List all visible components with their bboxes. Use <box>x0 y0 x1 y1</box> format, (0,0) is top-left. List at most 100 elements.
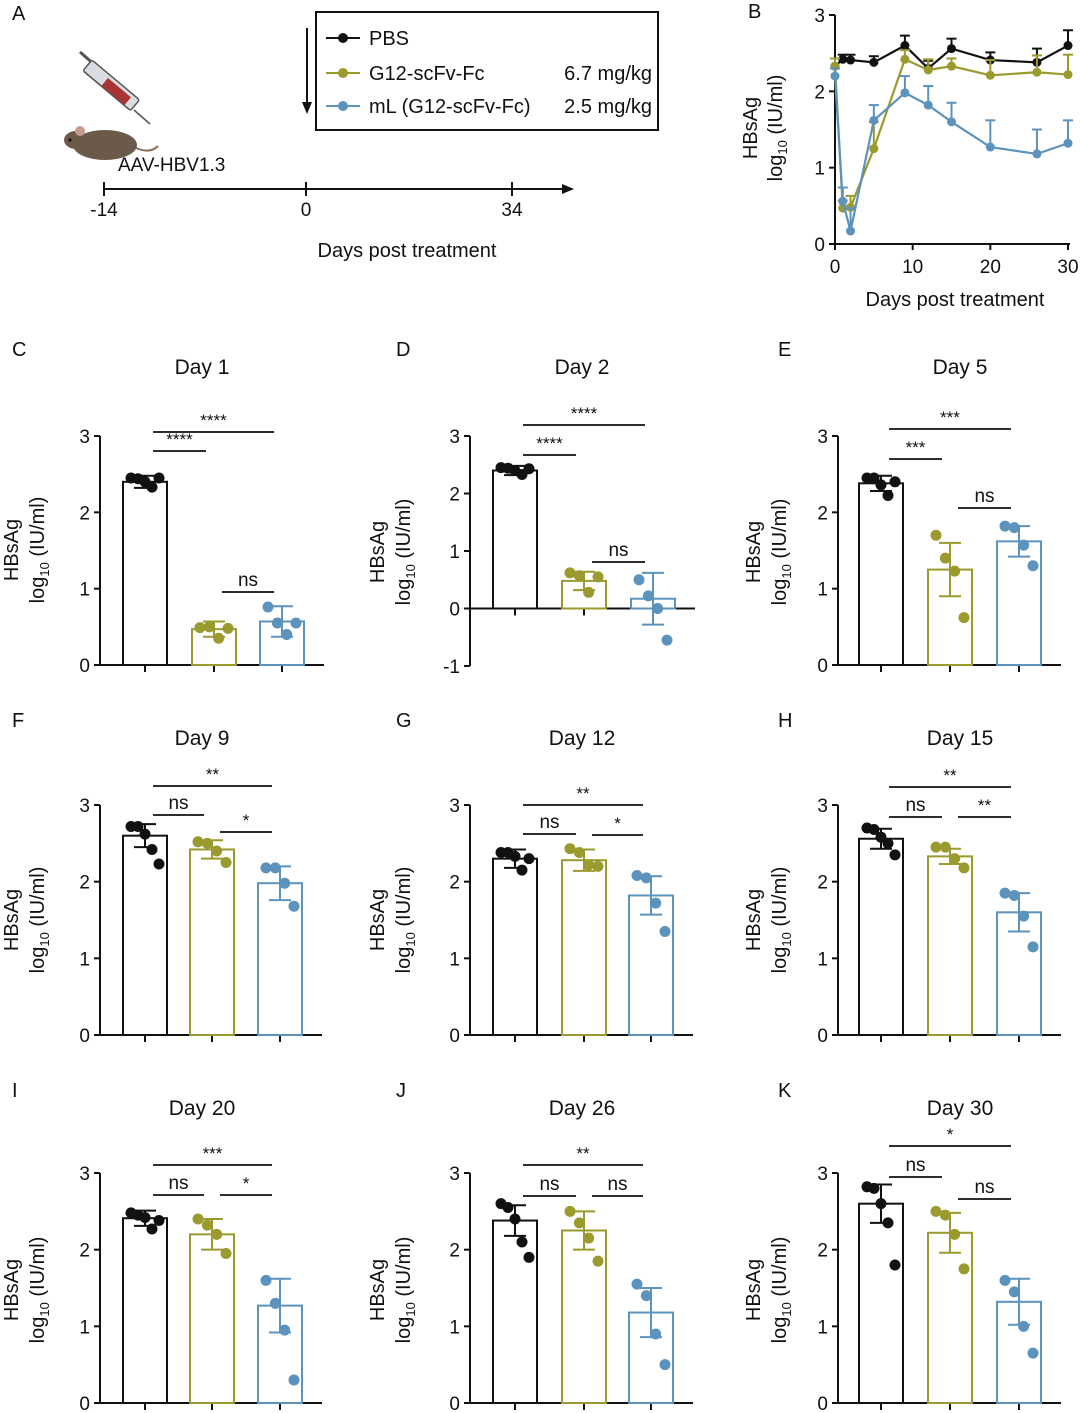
data-point <box>875 479 887 491</box>
data-point <box>1032 67 1042 77</box>
timeline-tick-label: 0 <box>301 200 312 221</box>
significance-label: ns <box>168 1173 188 1194</box>
data-point <box>640 872 652 884</box>
y-axis-label-title: HBsAg <box>1 519 23 581</box>
y-tick-label: 1 <box>449 1317 460 1338</box>
significance-label: ns <box>238 570 258 591</box>
y-tick-label: 2 <box>79 873 90 894</box>
data-point <box>279 1324 291 1336</box>
bar <box>492 857 538 1037</box>
data-point <box>260 1274 272 1286</box>
chart-title: Day 30 <box>927 1097 994 1120</box>
data-point <box>260 862 272 874</box>
data-point <box>640 1290 652 1302</box>
y-axis-label-units: log10 (IU/ml) <box>393 1237 418 1344</box>
data-point <box>889 849 901 861</box>
significance-label: **** <box>571 404 598 423</box>
data-point <box>583 586 595 598</box>
data-point <box>1008 1286 1020 1298</box>
y-axis-label-units: log10 (IU/ml) <box>769 499 794 606</box>
y-axis-label-title: HBsAg <box>743 889 765 951</box>
y-tick-label: 1 <box>79 580 90 601</box>
data-point <box>146 481 158 493</box>
data-point <box>939 1209 951 1221</box>
y-axis-label-title: HBsAg <box>743 521 765 583</box>
bar-plot-area: 0 1 2 3 ns ** ** <box>817 766 1061 1047</box>
significance-label: ns <box>974 1177 994 1198</box>
data-point <box>659 1359 671 1371</box>
y-tick-label: -1 <box>443 657 460 678</box>
data-point <box>650 897 662 909</box>
significance-label: ns <box>539 1174 559 1195</box>
bar <box>122 480 168 666</box>
panel-a-schematic: A AAV-HBV1.3 -14 0 34 Days post treatmen… <box>12 3 659 262</box>
y-tick-label: 1 <box>814 159 825 180</box>
x-tick-label: 0 <box>830 257 841 278</box>
data-point <box>947 117 956 127</box>
panel-letter: K <box>778 1080 792 1102</box>
legend-label: G12-scFv-Fc <box>369 63 485 85</box>
y-axis-label-title: HBsAg <box>367 1259 389 1321</box>
bar <box>628 1311 674 1404</box>
y-tick-label: 3 <box>817 1164 828 1185</box>
data-point <box>846 55 856 65</box>
data-point <box>868 472 880 484</box>
data-point <box>875 1198 887 1210</box>
data-point <box>1018 910 1030 922</box>
y-tick-label: 3 <box>79 1164 90 1185</box>
panel-letter: G <box>396 710 412 732</box>
bar <box>927 1231 973 1405</box>
bar-plot-area: 0 1 2 3 ns ** ns <box>449 1144 693 1413</box>
data-point <box>592 1255 604 1267</box>
data-point <box>516 864 528 876</box>
significance-label: ** <box>576 1144 590 1163</box>
data-point <box>523 853 535 865</box>
data-point <box>633 574 645 586</box>
data-point <box>573 847 585 859</box>
y-tick-label: 0 <box>449 1394 460 1413</box>
x-tick-label: 30 <box>1057 257 1078 278</box>
data-point <box>999 520 1011 532</box>
data-point <box>201 837 213 849</box>
legend-dose: 6.7 mg/kg <box>564 63 652 85</box>
y-tick-label: 1 <box>817 949 828 970</box>
series-line <box>833 75 1069 232</box>
legend-label: mL (G12-scFv-Fc) <box>369 96 530 118</box>
x-tick-label: 20 <box>980 257 1001 278</box>
significance-label: * <box>243 811 250 830</box>
y-tick-label: 1 <box>817 580 828 601</box>
data-point <box>516 1236 528 1248</box>
x-axis-label: Days post treatment <box>866 289 1045 311</box>
data-point <box>139 828 151 840</box>
y-axis-label-units: log10 (IU/ml) <box>27 1237 52 1344</box>
data-point <box>939 552 951 564</box>
timeline-tick-label: -14 <box>90 200 118 221</box>
data-point <box>132 820 144 832</box>
data-point <box>271 617 283 629</box>
data-point <box>220 857 232 868</box>
y-axis-label-units: log10 (IU/ml) <box>765 75 790 182</box>
y-tick-label: 2 <box>814 82 825 103</box>
y-tick-label: 0 <box>449 600 460 621</box>
data-point <box>502 1202 514 1213</box>
bar-plot-area: 0 1 2 3 *** *** ns <box>817 408 1061 677</box>
chart-title: Day 26 <box>549 1097 616 1120</box>
data-point <box>900 88 910 98</box>
bar <box>858 1202 904 1404</box>
y-tick-label: 1 <box>817 1317 828 1338</box>
data-point <box>564 843 576 855</box>
significance-label: ** <box>576 784 590 803</box>
data-point <box>192 836 204 848</box>
significance-label: ns <box>607 1174 627 1195</box>
significance-label: *** <box>940 408 960 427</box>
significance-label: ** <box>978 796 992 815</box>
significance-label: *** <box>203 1144 223 1163</box>
data-point <box>869 144 879 154</box>
data-point <box>882 490 894 502</box>
y-tick-label: 1 <box>449 949 460 970</box>
panel-b-line-chart: B Days post treatment HBsAg log10 (IU/ml… <box>740 1 1079 311</box>
y-axis-label-units: log10 (IU/ml) <box>769 1237 794 1344</box>
